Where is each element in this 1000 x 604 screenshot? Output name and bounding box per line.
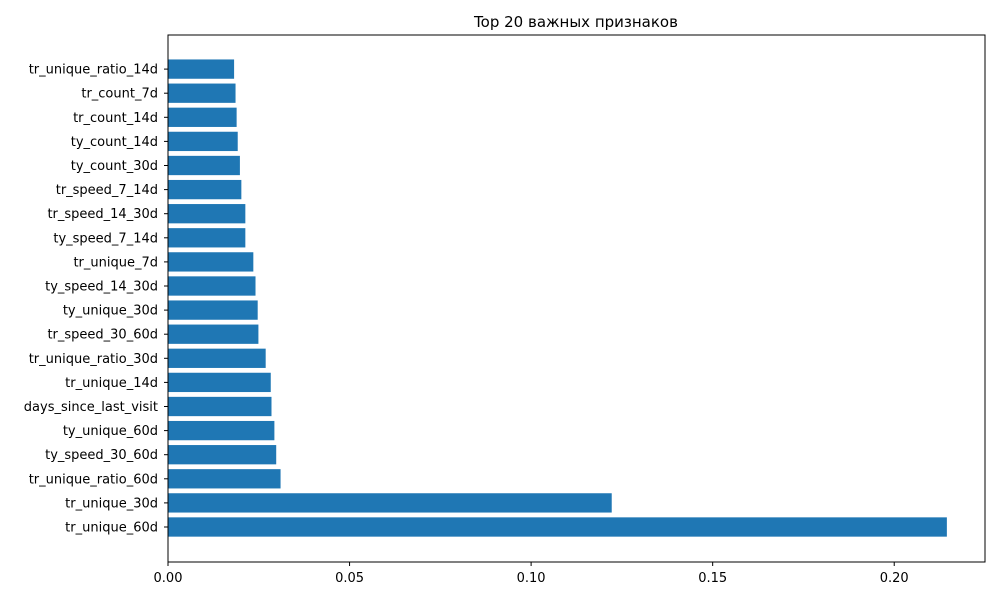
bar-tr_unique_14d [168,372,271,393]
bar-tr_speed_7_14d [168,179,242,200]
y-tick-label: tr_unique_ratio_14d [29,63,158,78]
bar-tr_unique_ratio_60d [168,469,281,489]
y-tick-label: tr_count_14d [73,111,158,126]
y-tick-label: days_since_last_visit [24,400,158,415]
bar-ty_speed_14_30d [168,276,256,296]
bar-tr_count_14d [168,107,237,127]
bar-tr_unique_ratio_30d [168,348,266,368]
y-tick-labels: tr_unique_60d tr_unique_30d tr_unique_rati… [24,63,168,536]
y-tick-label: ty_unique_60d [63,424,158,439]
y-tick-label: ty_count_30d [71,159,158,174]
x-tick-label: 0.15 [698,571,727,586]
bar-tr_count_7d [168,83,236,103]
x-axis: 0.00 0.05 0.10 0.15 0.20 [154,562,909,586]
bar-tr_unique_7d [168,252,254,272]
bar-ty_speed_7_14d [168,228,246,248]
y-tick-label: tr_speed_14_30d [47,207,158,222]
bar-tr_unique_30d [168,493,612,513]
bar-tr_unique_ratio_14d [168,59,235,79]
bar-tr_speed_14_30d [168,204,246,224]
y-tick-label: tr_unique_ratio_30d [29,352,158,367]
bar-days_since_last_visit [168,396,272,417]
y-tick-label: tr_unique_60d [65,521,158,536]
bar-ty_count_30d [168,155,240,176]
y-tick-label: tr_count_7d [81,87,158,102]
x-tick-label: 0.00 [154,571,183,586]
bar-tr_unique_60d [168,517,947,537]
y-tick-label: ty_speed_30_60d [45,448,158,463]
x-tick-label: 0.05 [335,571,364,586]
bar-ty_speed_30_60d [168,445,277,465]
bar-ty_count_14d [168,131,238,152]
bar-ty_unique_60d [168,420,275,441]
y-tick-label: tr_unique_ratio_60d [29,472,158,487]
bar-ty_unique_30d [168,300,258,320]
y-tick-label: tr_speed_30_60d [47,328,158,343]
x-tick-label: 0.10 [517,571,546,586]
y-tick-label: tr_unique_7d [73,255,158,270]
y-tick-label: tr_unique_30d [65,496,158,511]
y-tick-label: ty_speed_14_30d [45,280,158,295]
y-tick-label: ty_speed_7_14d [53,231,158,246]
chart-title: Top 20 важных признаков [473,13,678,31]
y-tick-label: ty_unique_30d [63,304,158,319]
x-tick-label: 0.20 [880,571,909,586]
plot-frame [167,34,986,563]
y-tick-label: tr_unique_14d [65,376,158,391]
bar-tr_speed_30_60d [168,324,259,344]
y-tick-label: ty_count_14d [71,135,158,150]
y-tick-label: tr_speed_7_14d [56,183,158,198]
bars-layer [168,59,947,537]
